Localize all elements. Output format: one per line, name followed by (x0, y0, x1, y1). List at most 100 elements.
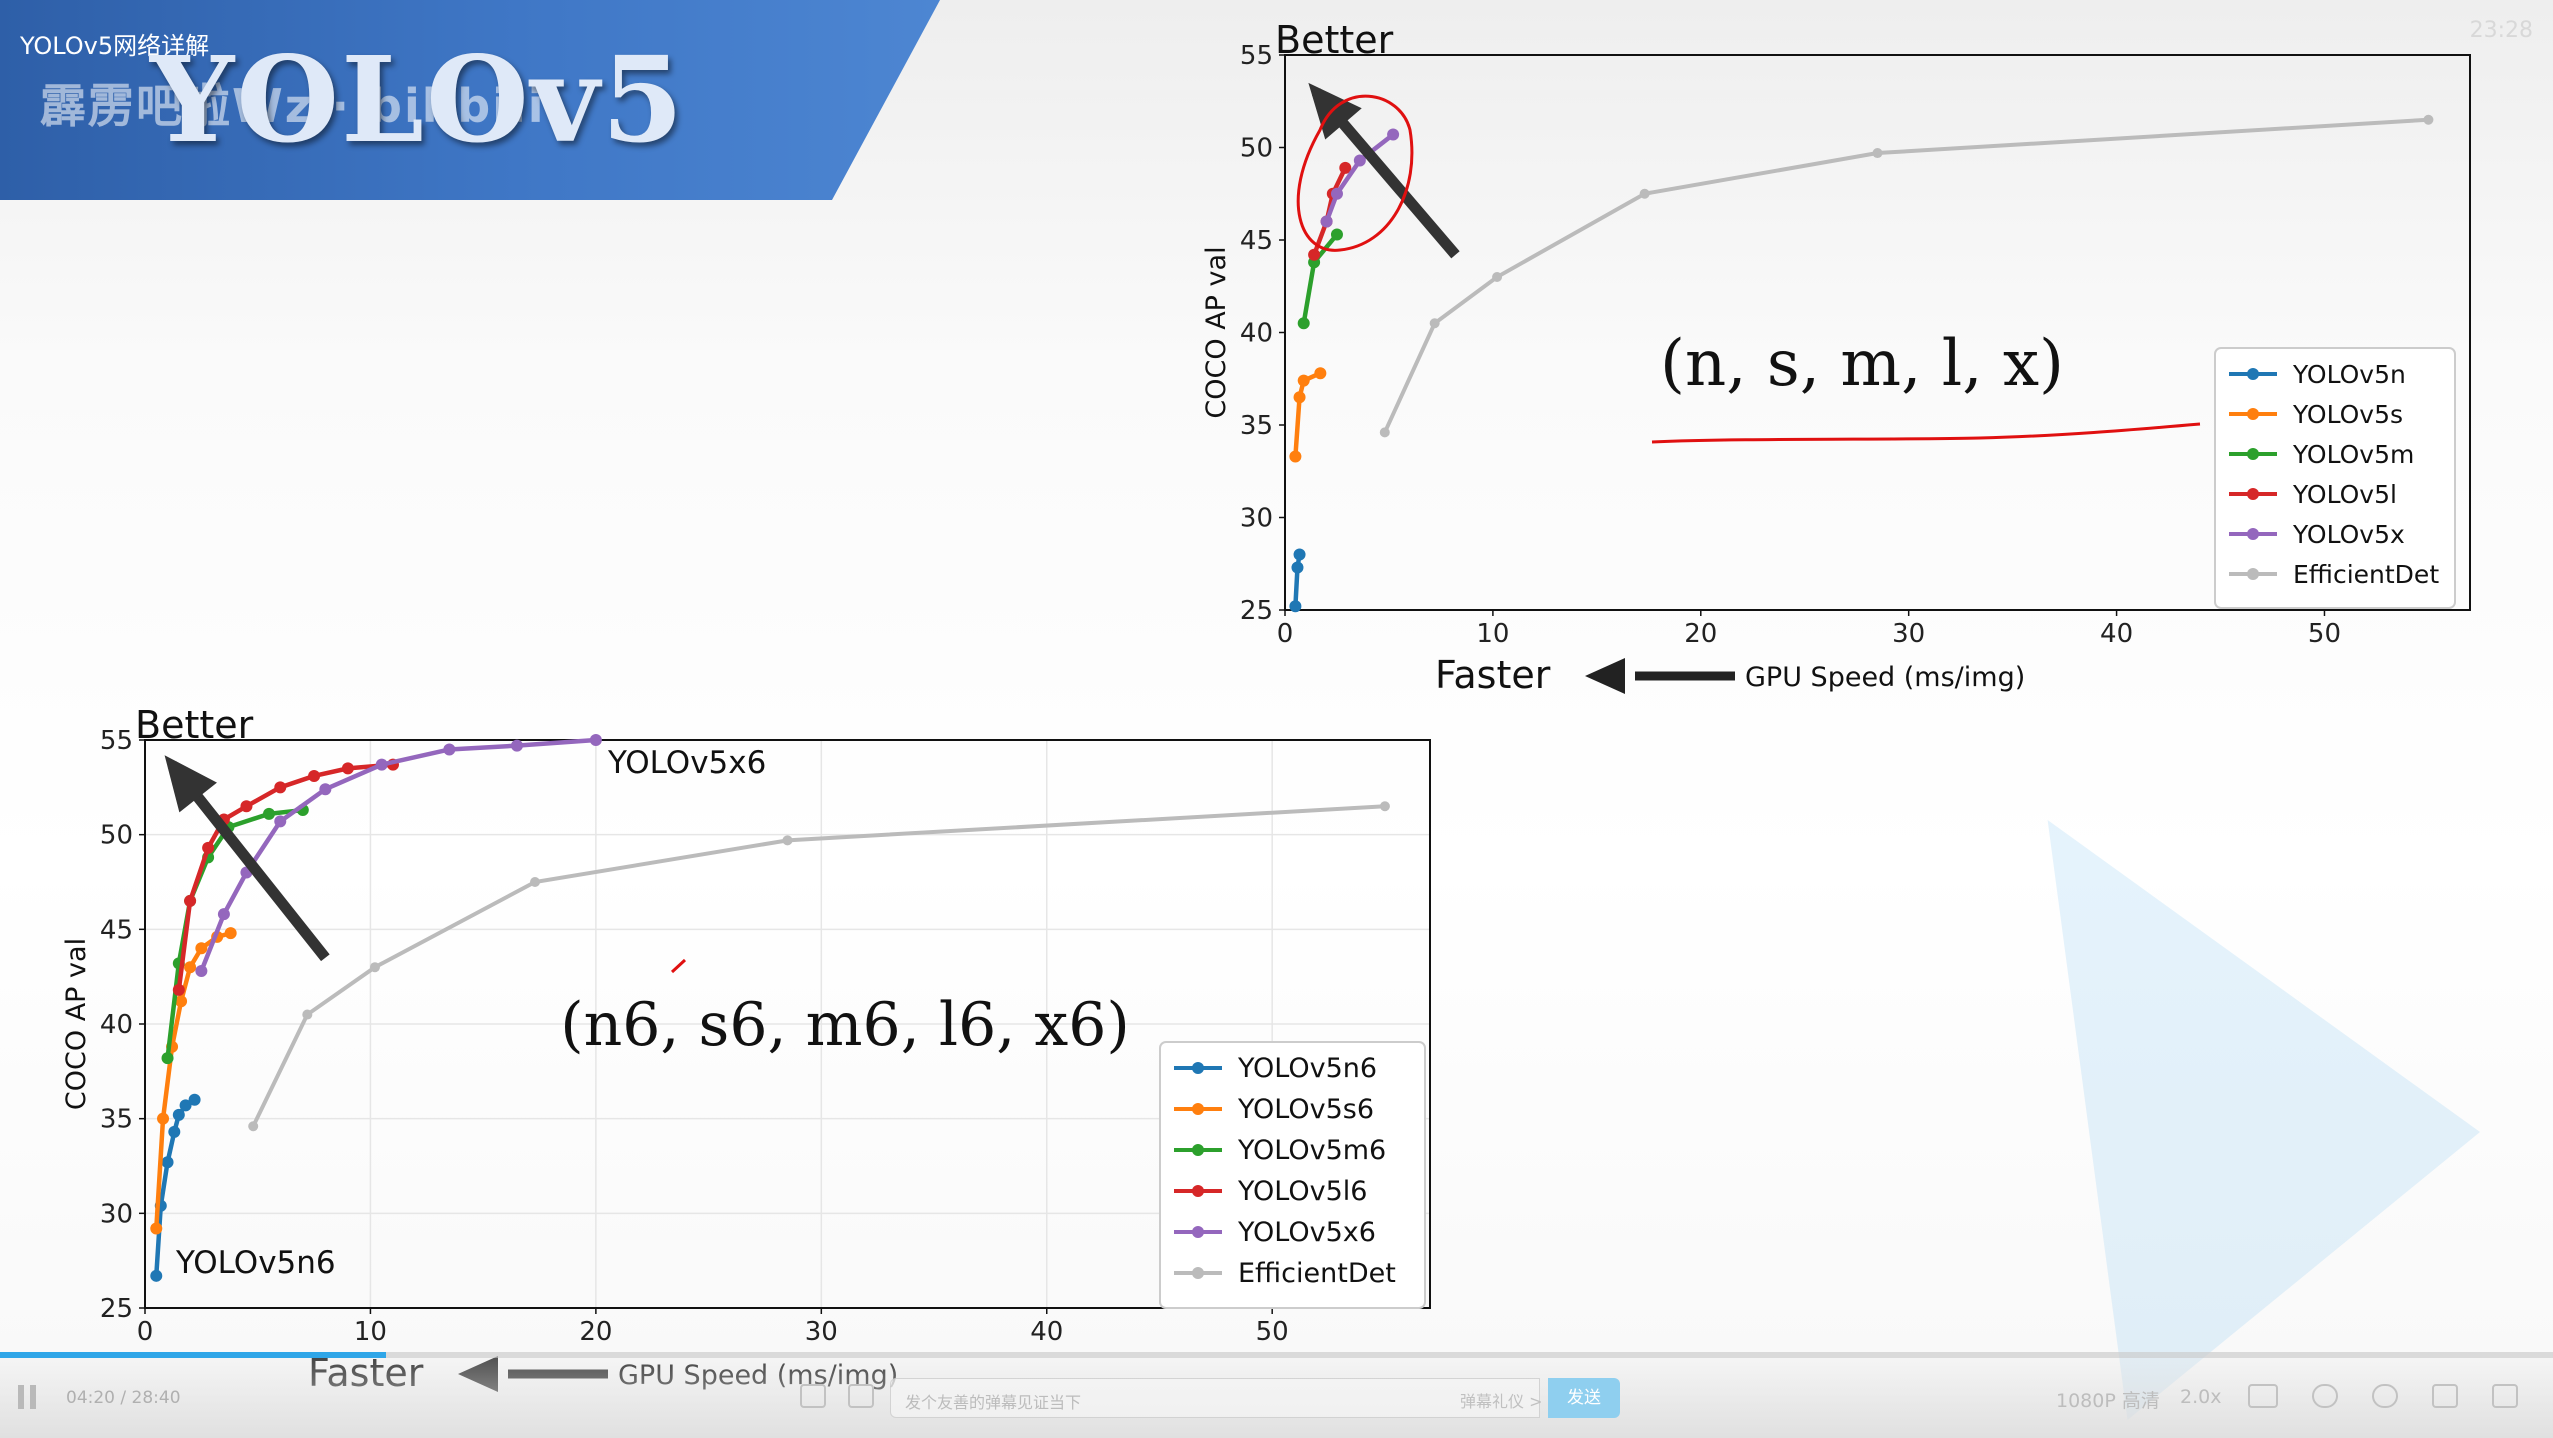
time-separator: / (120, 1388, 132, 1408)
data-point-yolov5m (1297, 317, 1310, 330)
data-point-yolov5l (1308, 248, 1321, 261)
slide-title: YOLOv5 (150, 30, 686, 169)
data-point-yolov5s (1293, 391, 1306, 404)
data-point-efficientdet (302, 1009, 313, 1020)
data-point-yolov5l6 (308, 769, 321, 782)
legend-swatch-marker (1192, 1226, 1204, 1238)
y-tick-label: 35 (1240, 411, 1273, 441)
slide-title-banner (0, 0, 940, 200)
data-point-yolov5x (1353, 154, 1366, 167)
data-point-efficientdet (1429, 318, 1440, 329)
x-tick-label: 30 (1892, 619, 1925, 649)
speed-selector[interactable]: 2.0x (2180, 1386, 2222, 1408)
faster-label: Faster (1435, 653, 1551, 697)
data-point-yolov5x6 (217, 908, 230, 921)
data-point-yolov5x (1320, 215, 1333, 228)
data-point-efficientdet (1492, 272, 1503, 282)
data-point-yolov5s6 (150, 1222, 163, 1235)
settings-gear-icon[interactable] (2372, 1384, 2398, 1408)
data-point-efficientdet (2423, 114, 2434, 125)
legend-box (1159, 1041, 1426, 1309)
data-point-yolov5x6 (274, 815, 287, 828)
data-point-efficientdet (1379, 427, 1390, 438)
legend-entry: YOLOv5x6 (1237, 1217, 1376, 1248)
pause-icon[interactable] (18, 1385, 38, 1409)
data-point-yolov5x6 (319, 783, 332, 796)
data-point-yolov5l6 (341, 762, 354, 775)
y-tick-label: 40 (100, 1010, 133, 1040)
chart-bottom-yolov5-p6: 0 10 20 30 40 50 25 30 35 40 45 50 55 COCO AP val Bett… (61, 703, 1431, 1395)
data-point-yolov5n6 (150, 1269, 163, 1282)
decorative-triangle (2047, 820, 2480, 1420)
better-label: Better (1275, 18, 1394, 62)
x-tick-label: 50 (1256, 1317, 1289, 1347)
danmaku-toggle-icon[interactable] (800, 1384, 826, 1408)
data-point-yolov5l6 (240, 800, 253, 813)
x-tick-label: 10 (354, 1317, 387, 1347)
better-arrow-head (164, 755, 217, 813)
picture-in-picture-icon[interactable] (2432, 1384, 2458, 1408)
legend-entry: YOLOv5m6 (1237, 1135, 1386, 1166)
faster-arrow-head (1585, 658, 1625, 694)
y-tick-label: 30 (100, 1199, 133, 1229)
legend-entry: EfficientDet (1238, 1258, 1396, 1289)
time-display: 04:20 / 28:40 (66, 1388, 181, 1408)
uploader-watermark: 霹雳吧啦Wz · bilibili (40, 79, 546, 133)
time-total: 28:40 (131, 1388, 181, 1408)
x-tick-label: 30 (805, 1317, 838, 1347)
data-point-yolov5s6 (175, 995, 188, 1008)
danmaku-input[interactable]: 发个友善的弹幕见证当下 (890, 1378, 1540, 1418)
data-point-yolov5x (1330, 187, 1343, 200)
legend-swatch-marker (2247, 528, 2259, 540)
x-tick-label: 0 (137, 1317, 154, 1347)
legend-swatch-marker (1192, 1185, 1204, 1197)
danmaku-etiquette-link[interactable]: 弹幕礼仪 > (1460, 1392, 1543, 1411)
progress-bar[interactable] (0, 1352, 2553, 1358)
volume-icon[interactable] (2312, 1384, 2338, 1408)
time-current: 04:20 (66, 1388, 115, 1408)
x-tick-label: 20 (579, 1317, 612, 1347)
pen-underline (1651, 422, 2201, 444)
x-axis-label: GPU Speed (ms/img) (1745, 662, 2025, 693)
data-point-yolov5m6 (262, 807, 275, 820)
data-point-yolov5x6 (375, 758, 388, 771)
better-label: Better (135, 703, 254, 747)
data-point-yolov5l6 (172, 983, 185, 996)
legend-entry: YOLOv5n6 (1237, 1053, 1377, 1084)
quality-selector[interactable]: 1080P 高清 (2056, 1390, 2160, 1412)
data-point-efficientdet (782, 835, 793, 846)
data-point-yolov5x6 (195, 964, 208, 977)
danmaku-settings-icon[interactable] (848, 1384, 874, 1408)
data-point-yolov5n (1289, 600, 1302, 613)
legend-entry: EfficientDet (2293, 560, 2439, 589)
send-button[interactable]: 发送 (1548, 1378, 1620, 1418)
legend-swatch-marker (2247, 448, 2259, 460)
inline-label-x6: YOLOv5x6 (607, 745, 766, 781)
data-point-yolov5l6 (184, 894, 197, 907)
subtitle-icon[interactable] (2248, 1384, 2278, 1408)
legend-entry: YOLOv5s6 (1237, 1094, 1374, 1125)
data-point-efficientdet (1379, 801, 1390, 812)
data-point-yolov5s6 (224, 927, 237, 940)
video-title: YOLOv5网络详解 (20, 32, 210, 60)
y-tick-label: 50 (100, 821, 133, 851)
y-tick-label: 45 (1240, 226, 1273, 256)
y-tick-label: 40 (1240, 319, 1273, 349)
series-line-yolov5x (1324, 132, 1395, 223)
data-point-yolov5m (1330, 228, 1343, 241)
x-tick-label: 40 (2100, 619, 2133, 649)
legend-entry: YOLOv5n (2292, 360, 2406, 389)
data-point-yolov5s (1314, 367, 1327, 380)
y-tick-label: 25 (100, 1294, 133, 1324)
legend-swatch-marker (2247, 368, 2259, 380)
legend-swatch-marker (2247, 408, 2259, 420)
y-tick-label: 45 (100, 915, 133, 945)
legend-entry: YOLOv5s (2292, 400, 2403, 429)
series-line-yolov5s6 (154, 930, 232, 1229)
legend: YOLOv5n YOLOv5s YOLOv5m YOLOv5l YOLOv5x Effic… (2214, 347, 2456, 609)
x-tick-label: 10 (1476, 619, 1509, 649)
y-axis-label: COCO AP val (61, 938, 92, 1110)
data-point-yolov5s6 (184, 961, 197, 974)
fullscreen-icon[interactable] (2492, 1384, 2518, 1408)
legend-swatch-marker (1192, 1103, 1204, 1115)
